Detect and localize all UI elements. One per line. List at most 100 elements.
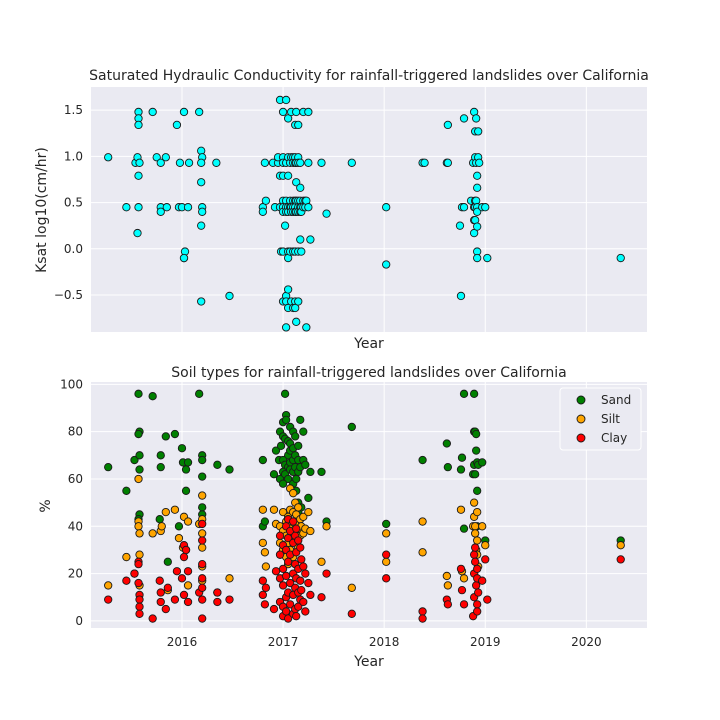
sand-point (459, 389, 469, 398)
clay-point (292, 524, 301, 533)
silt-point (183, 517, 193, 526)
ksat-point (258, 207, 267, 216)
soil-types-panel: 0 20 40 60 80 100 2016 2017 2018 2019 2020 Soil t… (38, 365, 647, 670)
ksat-point (183, 203, 193, 212)
clay-point (156, 597, 165, 607)
clay-point (443, 600, 452, 609)
silt-point (135, 529, 144, 538)
sand-point (283, 474, 293, 484)
clay-point (418, 614, 427, 623)
ksat-point (347, 158, 356, 167)
sand-point (472, 446, 481, 455)
sand-point (161, 432, 170, 441)
silt-point (260, 548, 270, 557)
silt-point (306, 526, 315, 536)
ksat-y-tick-label: 0.5 (64, 196, 83, 210)
ksat-point (472, 114, 481, 123)
soil-y-tick-label: 40 (68, 519, 83, 533)
clay-point (155, 576, 164, 585)
silt-point (469, 498, 479, 507)
sand-point (260, 517, 270, 526)
sand-point (213, 460, 222, 469)
clay-point (469, 550, 479, 559)
ksat-y-tick-label: 1.0 (64, 149, 83, 163)
silt-point (456, 505, 466, 514)
clay-point (473, 564, 482, 574)
clay-point (473, 600, 482, 609)
ksat-point (197, 178, 206, 187)
silt-point (481, 541, 490, 550)
sand-point (130, 455, 139, 465)
clay-point (470, 543, 480, 552)
clay-point (134, 559, 143, 569)
silt-point (225, 574, 234, 583)
soil-x-tick-label: 2016 (167, 635, 198, 649)
ksat-point (296, 158, 305, 167)
ksat-point (481, 203, 490, 212)
clay-point (170, 595, 180, 604)
sand-point (317, 467, 326, 477)
ksat-point (134, 203, 143, 212)
silt-point (174, 533, 184, 543)
ksat-point (292, 107, 301, 117)
ksat-point (304, 107, 313, 117)
clay-point (297, 586, 306, 595)
legend-label-clay: Clay (601, 431, 627, 445)
clay-point (278, 564, 288, 574)
ksat-point (104, 153, 113, 162)
sand-point (442, 439, 451, 448)
ksat-point (304, 158, 313, 167)
ksat-point (179, 253, 189, 263)
silt-point (261, 562, 271, 571)
soil-x-axis-label: Year (353, 654, 384, 670)
sand-point (296, 415, 305, 424)
clay-point (478, 576, 487, 585)
silt-point (148, 529, 157, 538)
soil-x-tick-label: 2020 (571, 635, 602, 649)
clay-point (281, 571, 291, 581)
ksat-point (456, 291, 466, 301)
ksat-point (281, 95, 291, 105)
ksat-point (156, 158, 165, 167)
clay-point (104, 595, 113, 604)
silt-point (258, 505, 267, 514)
sand-point (280, 389, 290, 398)
sand-point (156, 451, 165, 460)
silt-point (322, 522, 331, 531)
ksat-point (292, 178, 301, 187)
ksat-point (281, 323, 291, 332)
silt-point (134, 474, 143, 484)
sand-point (276, 441, 286, 451)
clay-point (289, 517, 298, 526)
sand-point (198, 503, 207, 512)
sand-point (155, 515, 164, 524)
ksat-point (184, 158, 194, 167)
sand-point (459, 524, 469, 533)
soil-y-tick-label: 80 (68, 425, 83, 439)
clay-point (483, 595, 492, 604)
sand-point (198, 455, 207, 465)
clay-point (183, 567, 193, 576)
sand-point (181, 486, 191, 495)
legend-marker-silt (576, 414, 586, 424)
sand-point (135, 465, 144, 474)
clay-point (459, 600, 469, 609)
silt-point (294, 503, 303, 512)
clay-point (198, 536, 207, 545)
sand-point (177, 444, 187, 453)
ksat-point (134, 171, 143, 180)
ksat-point (459, 203, 469, 212)
clay-point (322, 569, 331, 578)
ksat-point (473, 207, 482, 216)
soil-y-axis-label: % (38, 499, 54, 512)
ksat-point (156, 207, 165, 216)
ksat-y-axis-label: Ksat log10(cm/hr) (34, 147, 50, 273)
ksat-point (382, 260, 391, 269)
ksat-point (473, 222, 482, 231)
ksat-x-axis-label: Year (353, 336, 384, 352)
clay-point (474, 588, 483, 597)
sand-point (382, 519, 391, 529)
clay-point (260, 600, 270, 609)
ksat-point (283, 171, 293, 180)
